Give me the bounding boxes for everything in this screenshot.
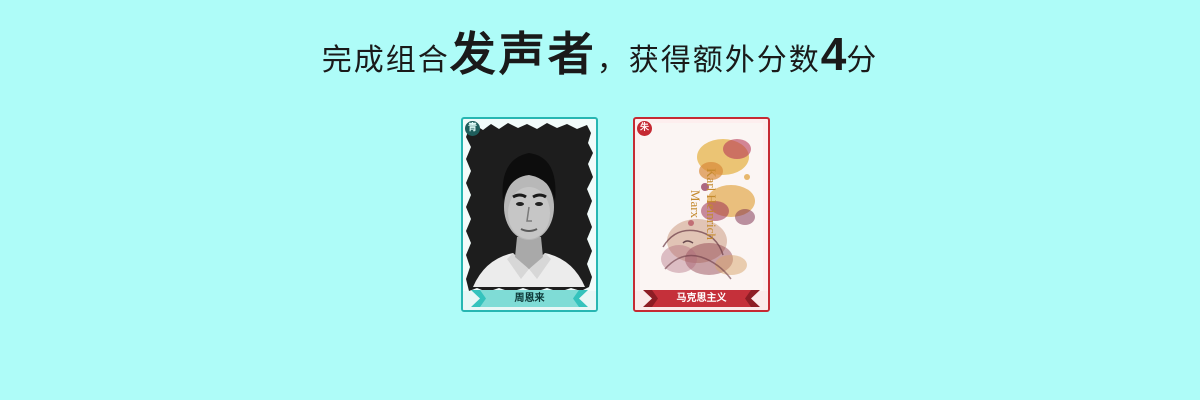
combo-name: 发声者 (449, 27, 597, 81)
headline-prefix: 完成组合 (321, 43, 450, 78)
card-badge-icon: 朱 (637, 121, 652, 136)
portrait-photo-image (463, 123, 596, 310)
card-name-ribbon: 周恩来 (471, 290, 588, 307)
bonus-points: 4 (820, 28, 847, 80)
headline-middle: ，获得额外分数 (596, 43, 821, 78)
portrait-caption: Karl Heinrich Marx (653, 159, 719, 249)
portrait-caption-line1: Karl Heinrich (704, 168, 719, 240)
card-marxism[interactable]: Karl Heinrich Marx 朱 马克思主义 (633, 117, 770, 312)
watercolor-portrait-image (635, 123, 768, 310)
card-name-ribbon: 马克思主义 (643, 290, 760, 307)
combo-headline: 完成组合发声者，获得额外分数4分 (0, 18, 1200, 84)
ribbon-shape (471, 290, 588, 307)
portrait-caption-line2: Marx (688, 189, 703, 219)
ribbon-shape (643, 290, 760, 307)
card-name-label: 周恩来 (514, 293, 545, 304)
card-name-label: 马克思主义 (676, 293, 727, 304)
card-zhou-enlai[interactable]: 青 周恩来 (461, 117, 598, 312)
headline-suffix: 分 (846, 43, 879, 78)
card-badge-icon: 青 (465, 121, 480, 136)
